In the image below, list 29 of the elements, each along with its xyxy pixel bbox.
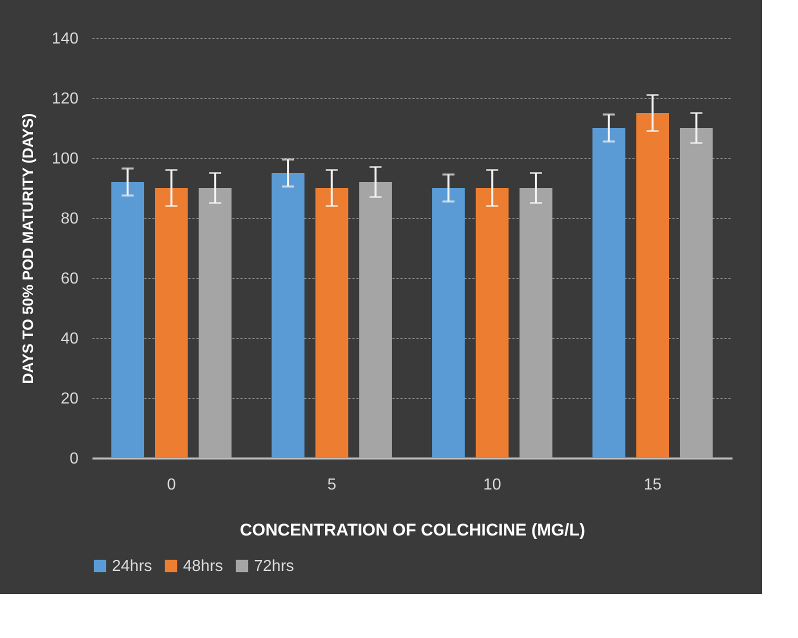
y-tick-label: 60	[60, 270, 79, 288]
x-tick-label: 15	[644, 476, 662, 494]
bar	[432, 188, 465, 458]
legend-label: 48hrs	[183, 558, 224, 575]
bar	[636, 113, 670, 458]
bar	[359, 182, 392, 458]
x-tick-label: 0	[166, 476, 176, 494]
bar	[476, 188, 509, 458]
bar	[315, 188, 348, 458]
y-tick-label: 40	[60, 330, 79, 348]
bar	[520, 188, 552, 458]
bar	[680, 128, 713, 458]
bar	[272, 173, 304, 458]
bar	[111, 182, 144, 458]
y-tick-label: 0	[70, 450, 79, 468]
y-tick-label: 80	[60, 210, 79, 228]
bar	[154, 188, 188, 458]
legend-label: 24hrs	[112, 558, 152, 575]
y-tick-label: 20	[60, 390, 79, 408]
x-tick-label: 10	[483, 476, 502, 494]
x-axis-title: CONCENTRATION OF COLCHICINE (MG/L)	[240, 520, 586, 540]
bar	[198, 188, 232, 458]
y-tick-label: 120	[52, 90, 79, 108]
legend-label: 72hrs	[254, 558, 294, 575]
bar	[592, 128, 626, 458]
y-axis-title: DAYS TO 50% POD MATURITY (DAYS)	[20, 113, 37, 384]
x-tick-label: 5	[327, 476, 336, 494]
y-tick-label: 140	[52, 30, 79, 48]
y-tick-label: 100	[52, 150, 79, 168]
